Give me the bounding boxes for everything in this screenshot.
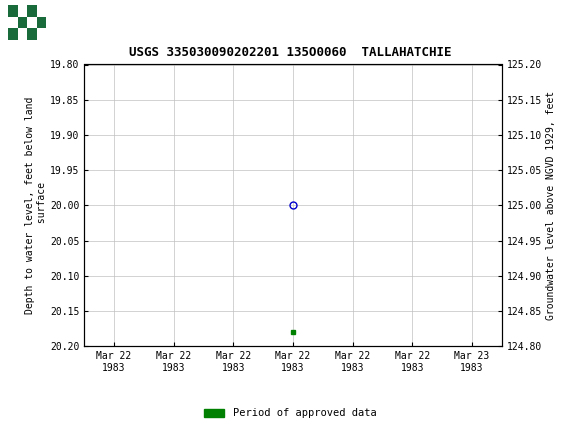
Y-axis label: Groundwater level above NGVD 1929, feet: Groundwater level above NGVD 1929, feet: [546, 91, 556, 320]
Bar: [27, 5, 37, 17]
Text: USGS 335030090202201 135O0060  TALLAHATCHIE: USGS 335030090202201 135O0060 TALLAHATCH…: [129, 46, 451, 59]
Legend: Period of approved data: Period of approved data: [200, 404, 380, 423]
Bar: [37, 17, 46, 28]
Bar: [8, 5, 46, 40]
Text: USGS: USGS: [51, 13, 98, 32]
Bar: [8, 28, 17, 40]
Bar: [17, 17, 27, 28]
Bar: [8, 5, 17, 17]
Bar: [27, 28, 37, 40]
Y-axis label: Depth to water level, feet below land
 surface: Depth to water level, feet below land su…: [26, 97, 47, 314]
